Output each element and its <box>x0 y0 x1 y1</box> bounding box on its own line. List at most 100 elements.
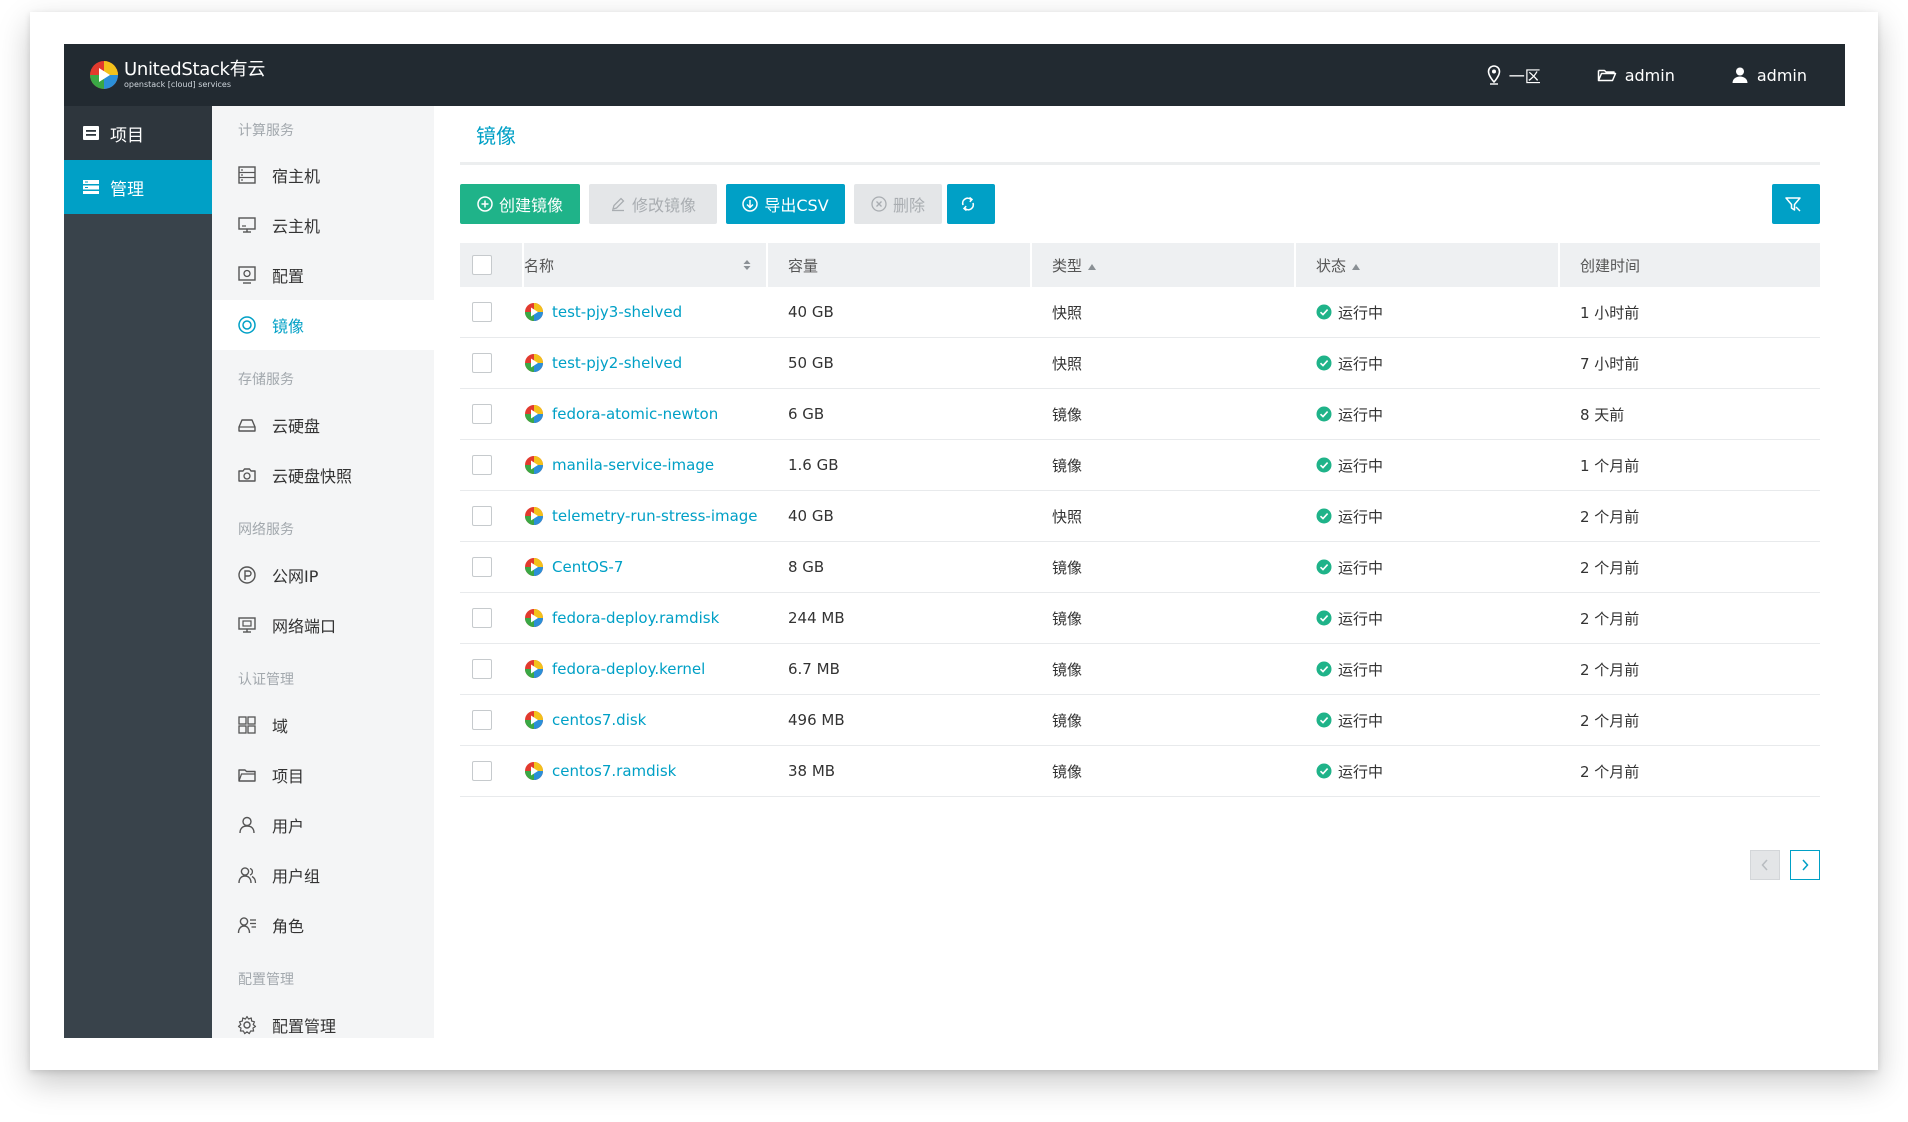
created-cell: 1 小时前 <box>1580 303 1640 322</box>
primary-sidebar: 项目 管理 <box>64 106 212 1038</box>
sidebar-item-flavors[interactable]: 配置 <box>212 250 434 300</box>
image-os-icon <box>525 762 543 780</box>
row-checkbox[interactable] <box>472 659 492 679</box>
table-row[interactable]: test-pjy3-shelved 40 GB 快照 运行中 1 小时前 <box>460 287 1820 338</box>
column-header-name[interactable]: 名称 <box>524 243 768 287</box>
image-name-link[interactable]: test-pjy2-shelved <box>552 354 683 372</box>
status-text: 运行中 <box>1338 660 1384 679</box>
table-row[interactable]: fedora-deploy.ramdisk 244 MB 镜像 运行中 2 个月前 <box>460 593 1820 644</box>
brand-logo[interactable]: UnitedStack有云 openstack [cloud] services <box>88 56 265 94</box>
sidebar-item-volumes[interactable]: 云硬盘 <box>212 400 434 450</box>
image-name-link[interactable]: fedora-deploy.ramdisk <box>552 609 720 627</box>
image-os-icon <box>525 405 543 423</box>
image-name-link[interactable]: CentOS-7 <box>552 558 624 576</box>
role-icon <box>236 914 258 936</box>
create-image-button[interactable]: 创建镜像 <box>460 184 580 224</box>
nav-manage[interactable]: 管理 <box>64 160 212 214</box>
table-row[interactable]: test-pjy2-shelved 50 GB 快照 运行中 7 小时前 <box>460 338 1820 389</box>
sidebar-item-floating-ip[interactable]: 公网IP <box>212 550 434 600</box>
refresh-button[interactable] <box>947 184 995 224</box>
image-name-link[interactable]: fedora-atomic-newton <box>552 405 719 423</box>
check-circle-icon <box>1316 610 1332 626</box>
prev-page-button[interactable] <box>1750 850 1780 880</box>
sidebar-item-domains[interactable]: 域 <box>212 700 434 750</box>
status-text: 运行中 <box>1338 303 1384 322</box>
row-checkbox[interactable] <box>472 761 492 781</box>
sidebar-item-instances[interactable]: 云主机 <box>212 200 434 250</box>
user-label: admin <box>1756 65 1807 85</box>
column-header-label: 状态 <box>1316 256 1347 275</box>
user-menu[interactable]: admin <box>1731 66 1807 85</box>
project-selector[interactable]: admin <box>1597 66 1675 85</box>
table-row[interactable]: fedora-deploy.kernel 6.7 MB 镜像 运行中 2 个月前 <box>460 644 1820 695</box>
status-badge: 运行中 <box>1316 761 1383 782</box>
row-checkbox[interactable] <box>472 710 492 730</box>
image-os-icon <box>525 609 543 627</box>
type-cell: 镜像 <box>1052 405 1083 424</box>
row-checkbox[interactable] <box>472 557 492 577</box>
port-icon <box>236 614 258 636</box>
refresh-icon <box>961 196 975 212</box>
row-checkbox[interactable] <box>472 353 492 373</box>
image-name-link[interactable]: fedora-deploy.kernel <box>552 660 706 678</box>
edit-image-button[interactable]: 修改镜像 <box>589 184 717 224</box>
column-header-status[interactable]: 状态 <box>1296 243 1560 287</box>
region-selector[interactable]: 一区 <box>1487 63 1541 87</box>
type-cell: 镜像 <box>1052 711 1083 730</box>
check-circle-icon <box>1316 406 1332 422</box>
table-row[interactable]: manila-service-image 1.6 GB 镜像 运行中 1 个月前 <box>460 440 1820 491</box>
sidebar-item-label: 宿主机 <box>272 167 321 186</box>
image-os-icon <box>525 558 543 576</box>
close-circle-icon <box>871 196 887 212</box>
image-name-link[interactable]: centos7.disk <box>552 711 647 729</box>
type-cell: 镜像 <box>1052 762 1083 781</box>
row-checkbox[interactable] <box>472 302 492 322</box>
row-checkbox[interactable] <box>472 608 492 628</box>
sidebar-item-roles[interactable]: 角色 <box>212 900 434 950</box>
image-name-link[interactable]: test-pjy3-shelved <box>552 303 683 321</box>
row-checkbox[interactable] <box>472 455 492 475</box>
main-content: 镜像 创建镜像 修改镜像 导出CSV 删除 <box>460 106 1820 1038</box>
sidebar-item-ports[interactable]: 网络端口 <box>212 600 434 650</box>
table-row[interactable]: fedora-atomic-newton 6 GB 镜像 运行中 8 天前 <box>460 389 1820 440</box>
group-network: 网络服务 <box>238 522 294 538</box>
sidebar-item-users[interactable]: 用户 <box>212 800 434 850</box>
table-row[interactable]: telemetry-run-stress-image 40 GB 快照 运行中 2 个月… <box>460 491 1820 542</box>
status-cell: 运行中 <box>1296 695 1560 745</box>
status-badge: 运行中 <box>1316 302 1383 323</box>
user-group-icon <box>236 864 258 886</box>
size-cell: 496 MB <box>788 711 845 729</box>
size-cell: 6 GB <box>788 405 825 423</box>
image-name-link[interactable]: manila-service-image <box>552 456 715 474</box>
sidebar-item-settings[interactable]: 配置管理 <box>212 1000 434 1038</box>
sidebar-item-volume-snapshots[interactable]: 云硬盘快照 <box>212 450 434 500</box>
column-header-label: 名称 <box>524 256 555 275</box>
filter-icon <box>1785 197 1801 212</box>
name-cell: fedora-atomic-newton <box>524 389 768 439</box>
status-badge: 运行中 <box>1316 353 1383 374</box>
instance-icon <box>236 214 258 236</box>
filter-button[interactable] <box>1772 184 1820 224</box>
size-cell: 1.6 GB <box>788 456 839 474</box>
created-cell: 2 个月前 <box>1580 660 1640 679</box>
select-all-checkbox[interactable] <box>472 255 492 275</box>
export-csv-button[interactable]: 导出CSV <box>726 184 845 224</box>
image-name-link[interactable]: centos7.ramdisk <box>552 762 677 780</box>
sidebar-item-user-groups[interactable]: 用户组 <box>212 850 434 900</box>
sidebar-item-label: 云主机 <box>272 217 321 236</box>
sidebar-item-images[interactable]: 镜像 <box>212 300 434 350</box>
sidebar-item-hosts[interactable]: 宿主机 <box>212 150 434 200</box>
status-text: 运行中 <box>1338 507 1384 526</box>
image-name-link[interactable]: telemetry-run-stress-image <box>552 507 758 525</box>
table-row[interactable]: CentOS-7 8 GB 镜像 运行中 2 个月前 <box>460 542 1820 593</box>
delete-button[interactable]: 删除 <box>854 184 942 224</box>
row-checkbox[interactable] <box>472 506 492 526</box>
sidebar-item-projects[interactable]: 项目 <box>212 750 434 800</box>
nav-project[interactable]: 项目 <box>64 106 212 160</box>
next-page-button[interactable] <box>1790 850 1820 880</box>
created-cell: 2 个月前 <box>1580 558 1640 577</box>
table-row[interactable]: centos7.ramdisk 38 MB 镜像 运行中 2 个月前 <box>460 746 1820 797</box>
table-row[interactable]: centos7.disk 496 MB 镜像 运行中 2 个月前 <box>460 695 1820 746</box>
row-checkbox[interactable] <box>472 404 492 424</box>
column-header-type[interactable]: 类型 <box>1032 243 1296 287</box>
